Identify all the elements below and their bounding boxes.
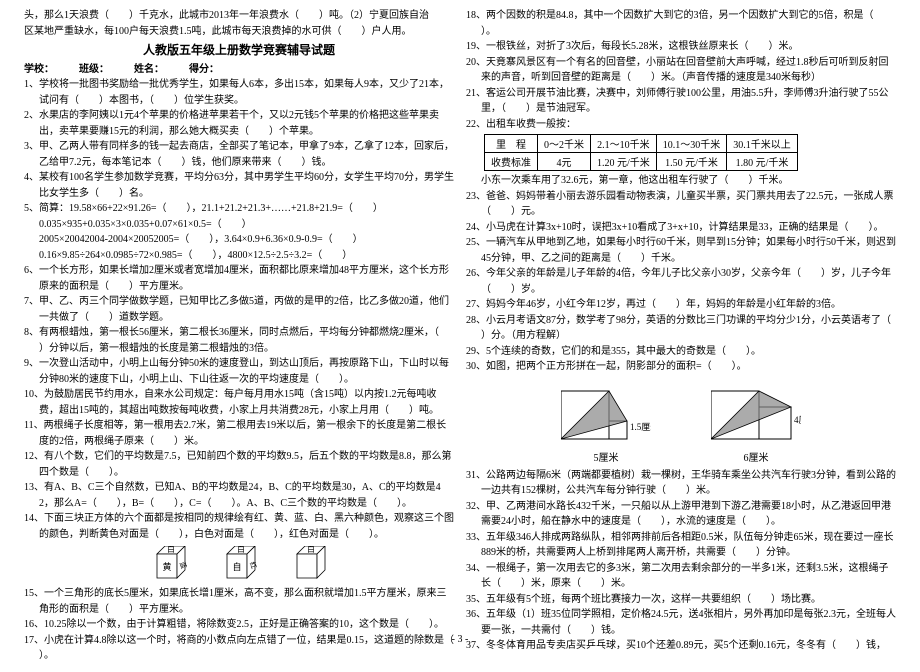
question-3: 3、甲、乙两人带有同样多的钱一起去商店，全部买了笔记本，甲拿了9本，乙拿了12本…	[24, 139, 454, 170]
question-sub: 0.16×9.85÷264×0.0985÷72×0.985=（ ），4800×1…	[24, 248, 454, 264]
question-19: 19、一根铁丝，对折了3次后，每段长5.28米，这根铁丝原来长（ ）米。	[466, 39, 896, 55]
question-10: 10、为鼓励居民节约用水，自来水公司规定：每户每月用水15吨（含15吨）以内按1…	[24, 387, 454, 418]
question-33: 33、五年级346人排成两路纵队，相邻两排前后各相距0.5米，队伍每分钟走65米…	[466, 530, 896, 561]
question-20: 20、天竟寨风景区有一个有名的回音壁，小丽站在回音壁前大声呼喊，经过1.8秒后可…	[466, 55, 896, 86]
question-29: 29、5个连续的奇数，它们的和是355，其中最大的奇数是（ ）。	[466, 344, 896, 360]
question-32: 32、甲、乙两港间水路长432千米，一只船以从上游甲港到下游乙港需要18小时，从…	[466, 499, 896, 530]
question-8: 8、有两根蜡烛，第一根长56厘米，第二根长36厘米，同时点燃后，平均每分钟都燃烧…	[24, 325, 454, 356]
svg-text:1.5厘米: 1.5厘米	[630, 421, 651, 432]
question-7: 7、甲、乙、丙三个同学做数学题，已知甲比乙多做5道，丙做的是甲的2倍，比乙多做2…	[24, 294, 454, 325]
question-21: 21、客运公司开展节油比赛，决赛中，刘师傅行驶100公里，用油5.5升，李师傅3…	[466, 86, 896, 117]
question-11: 11、两根绳子长度相等，第一根用去2.7米，第二根用去19米以后，第一根余下的长…	[24, 418, 454, 449]
svg-text:白: 白	[307, 546, 315, 554]
question-24: 24、小马虎在计算3x+10时，误把3x+10看成了3+x+10，计算结果是33…	[466, 220, 896, 236]
question-27: 27、妈妈今年46岁，小红今年12岁，再过（ ）年，妈妈的年龄是小红年龄的3倍。	[466, 297, 896, 313]
question-28: 28、小云月考语文87分，数学考了98分，英语的分数比三门功课的平均分少1分，小…	[466, 313, 896, 344]
question-5: 5、简算：19.58×66+22×91.26=（ ），21.1+21.2+21.…	[24, 201, 454, 217]
intro-line-2: 区某地严重缺水，每100户每天浪费1.5吨，此城市每天浪费掉的水可供（ ）户人用…	[24, 24, 454, 40]
question-15: 15、一个三角形的底长5厘米，如果底长增1厘米，高不变，那么面积就增加1.5平方…	[24, 586, 454, 617]
svg-text:黄: 黄	[162, 561, 171, 572]
question-4: 4、某校有100名学生参加数学竞赛，平均分63分，其中男学生平均60分，女学生平…	[24, 170, 454, 201]
question-13: 13、有A、B、C三个自然数，已知A、B的平均数是24，B、C的平均数是30，A…	[24, 480, 454, 511]
question-6: 6、一个长方形，如果长增加2厘米或者宽增加4厘米，面积都比原来增加48平方厘米，…	[24, 263, 454, 294]
question-23: 23、爸爸、妈妈带着小丽去游乐园看动物表演，儿童买半票，买门票共用去了22.5元…	[466, 189, 896, 220]
question-sub: 0.035×935+0.035×3×0.035+0.07×61×0.5=（ ）	[24, 217, 454, 233]
question-2: 2、水果店的李阿姨以1元4个苹果的价格进苹果若干个，又以2元钱5个苹果的价格把这…	[24, 108, 454, 139]
intro-line-1: 头，那么1天浪费（ ）千克水，此城市2013年一年浪费水（ ）吨。（2）宁夏回族…	[24, 8, 454, 24]
cube-figures: 黄 白 蓝 自 白 红 白	[24, 546, 454, 582]
page-number: - 3 -	[0, 634, 920, 645]
question-16: 16、10.25除以一个数，由于计算粗错，将除数变2.5，正好是正确答案的10，…	[24, 617, 454, 633]
question-sub: 2005×20042004-2004×20052005=（ ），3.64×0.9…	[24, 232, 454, 248]
svg-text:白: 白	[167, 546, 175, 554]
svg-text:自: 自	[232, 561, 241, 572]
question-18: 18、两个因数的积是84.8，其中一个因数扩大到它的3倍，另一个因数扩大到它的5…	[466, 8, 896, 39]
question-22: 22、出租车收费一般按：	[466, 117, 896, 133]
svg-text:4厘米: 4厘米	[794, 414, 801, 425]
geometry-figures: 1.5厘米 5厘米 4厘米 6厘米	[466, 379, 896, 464]
question-26: 26、今年父亲的年龄是儿子年龄的4倍，今年儿子比父亲小30岁，父亲今年（ ）岁，…	[466, 266, 896, 297]
svg-text:白: 白	[237, 546, 245, 554]
question-25: 25、一辆汽车从甲地到乙地，如果每小时行60千米，则早到15分钟；如果每小时行5…	[466, 235, 896, 266]
question-31: 31、公路两边每隔6米（两端都要植树）栽一棵树，王华骑车乘坐公共汽车行驶3分钟，…	[466, 468, 896, 499]
form-line: 学校： 班级： 姓名： 得分：	[24, 60, 454, 75]
question-9: 9、一次登山活动中，小明上山每分钟50米的速度登山，到达山顶后，再按原路下山，下…	[24, 356, 454, 387]
fare-table: 里 程0～2千米2.1～10千米10.1～30千米30.1千米以上收费标准4元1…	[484, 134, 798, 171]
paper-title: 人教版五年级上册数学竞赛辅导试题	[24, 41, 454, 58]
question-30: 30、如图，把两个正方形拼在一起，阴影部分的面积=（ ）。	[466, 359, 896, 375]
question-12: 12、有八个数，它们的平均数是7.5，已知前四个数的平均数9.5，后五个数的平均…	[24, 449, 454, 480]
question-14: 14、下面三块正方体的六个面都是按相同的规律绘有红、黄、蓝、白、黑六种颜色，观察…	[24, 511, 454, 542]
question-34: 34、一根绳子，第一次用去它的多3米，第二次用去剩余部分的一半多1米，还剩3.5…	[466, 561, 896, 592]
question-sub: 小东一次乘车用了32.6元，第一章，他这出租车行驶了（ ）千米。	[466, 173, 896, 189]
question-1: 1、学校将一批图书奖励给一批优秀学生，如果每人6本，多出15本，如果每人9本，又…	[24, 77, 454, 108]
question-35: 35、五年级有5个班，每两个班比赛接力一次，这样一共要组织（ ）场比赛。	[466, 592, 896, 608]
